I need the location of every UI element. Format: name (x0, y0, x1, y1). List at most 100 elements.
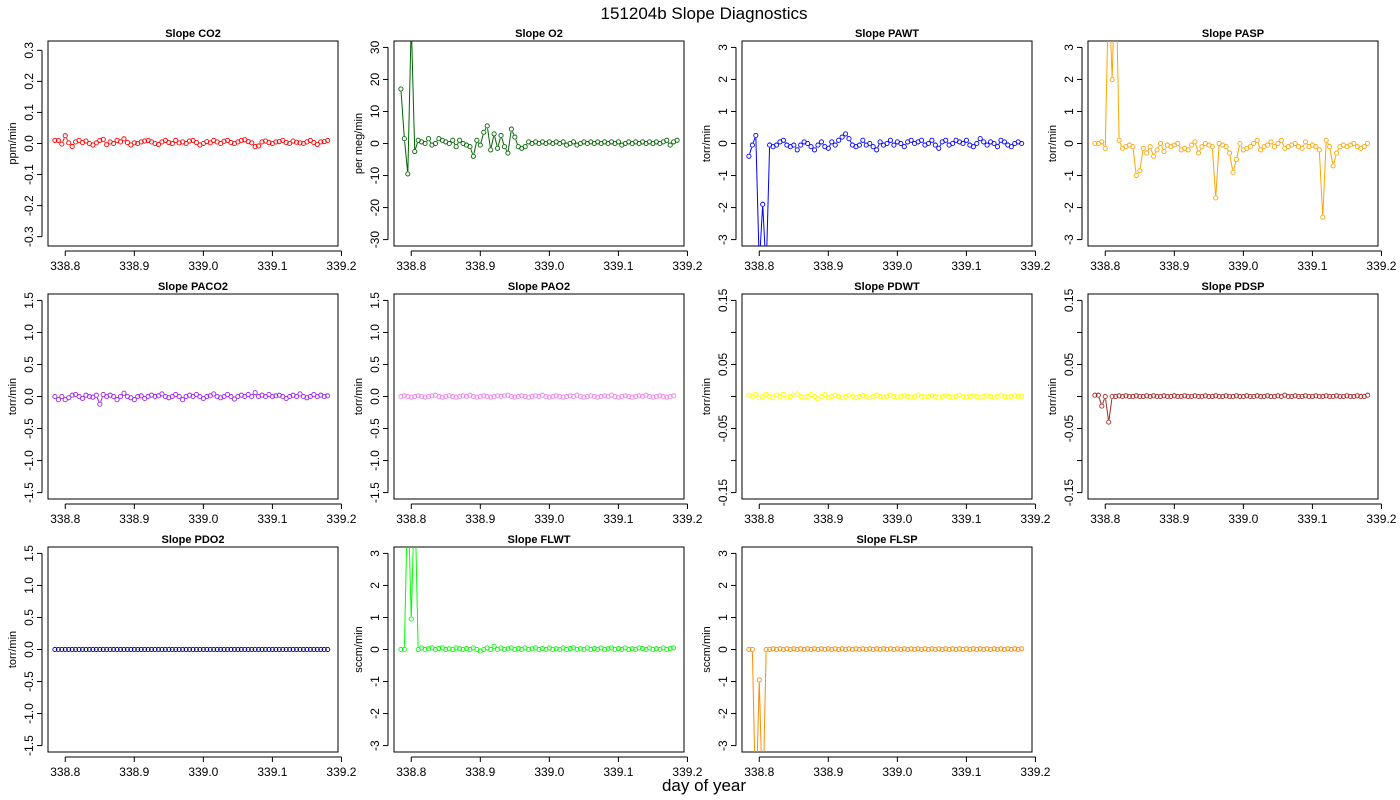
y-tick-label: -2 (368, 708, 382, 719)
data-point (874, 147, 880, 153)
data-point (898, 140, 904, 147)
data-point (856, 142, 862, 148)
x-tick-label: 339.0 (534, 512, 564, 526)
data-point (131, 646, 137, 653)
data-point (1192, 139, 1198, 145)
x-tick-label: 339.0 (188, 765, 218, 779)
data-point (314, 646, 320, 653)
data-point (69, 392, 75, 398)
x-tick-label: 339.2 (672, 765, 702, 779)
data-point (128, 646, 134, 653)
data-point (1199, 144, 1205, 150)
data-point (290, 646, 296, 653)
y-tick-label: -0.05 (716, 415, 730, 443)
data-point (791, 142, 797, 148)
data-point (1330, 163, 1336, 169)
data-point (970, 393, 976, 399)
data-point (1296, 393, 1302, 400)
data-point (321, 393, 327, 400)
data-point (432, 140, 438, 147)
y-tick-label: 2 (716, 582, 730, 589)
data-point (767, 646, 773, 653)
data-point (960, 393, 966, 400)
data-point (539, 645, 546, 652)
data-point (294, 646, 300, 653)
data-point (55, 137, 61, 143)
data-point (636, 393, 642, 399)
series-slope-co2 (52, 133, 331, 150)
data-point (1019, 393, 1025, 400)
y-tick-label: -1 (716, 676, 730, 687)
data-point (925, 140, 931, 147)
data-point (401, 393, 407, 399)
y-tick-label: -30 (368, 231, 382, 249)
data-point (1223, 393, 1229, 399)
data-point (238, 137, 244, 143)
data-point (1323, 393, 1329, 399)
y-tick-label: -0.5 (22, 418, 36, 439)
data-point (453, 645, 459, 651)
data-point (546, 394, 552, 400)
data-point (915, 646, 921, 652)
data-point (491, 643, 497, 649)
data-point (974, 140, 980, 147)
data-point (294, 139, 300, 145)
data-point (1361, 144, 1367, 150)
series-line (751, 652, 767, 752)
data-point (853, 646, 859, 652)
data-point (1237, 393, 1243, 400)
data-point (436, 393, 442, 400)
data-point (62, 646, 68, 653)
data-point (515, 645, 521, 652)
data-point (557, 393, 563, 400)
data-point (495, 393, 501, 399)
data-point (970, 144, 976, 150)
data-point (560, 139, 566, 145)
data-point (674, 137, 680, 143)
y-tick-label: 0.15 (1062, 288, 1076, 312)
data-point (977, 646, 983, 652)
data-point (863, 646, 869, 653)
data-point (1005, 394, 1011, 400)
data-point (640, 645, 646, 652)
data-point (1206, 393, 1212, 400)
data-point (273, 393, 279, 399)
data-point (950, 646, 956, 652)
data-point (994, 144, 1001, 150)
data-point (808, 144, 814, 150)
data-point (622, 393, 628, 399)
data-point (55, 646, 61, 653)
plot-frame (1087, 40, 1379, 247)
data-point (1154, 393, 1160, 400)
data-point (83, 646, 89, 653)
data-point (1171, 393, 1177, 399)
data-point (484, 393, 490, 400)
data-point (269, 393, 275, 400)
data-point (83, 138, 89, 144)
panel-slope-pao2: Slope PAO2 338.8 338.9 339.0 339.1 339.2 -1.5 -… (353, 281, 703, 526)
data-point (1092, 392, 1098, 398)
data-point (998, 646, 1004, 652)
plot-frame (741, 40, 1033, 247)
data-point (97, 401, 103, 407)
y-tick-label: 0.2 (22, 73, 36, 90)
data-point (843, 131, 849, 137)
data-point (905, 393, 911, 400)
data-point (66, 140, 72, 146)
data-point (249, 393, 255, 400)
data-point (612, 393, 618, 400)
data-point (197, 646, 203, 653)
data-point (159, 646, 165, 653)
panel-title: Slope PACO2 (158, 281, 228, 293)
x-tick-label: 339.0 (1228, 259, 1258, 273)
data-point (325, 646, 331, 653)
data-point (936, 145, 942, 151)
data-point (97, 137, 103, 143)
data-point (1258, 147, 1264, 153)
data-point (166, 646, 172, 653)
data-point (422, 646, 428, 653)
data-point (1151, 393, 1157, 399)
data-point (1320, 393, 1326, 400)
data-point (1302, 139, 1309, 145)
data-point (93, 646, 99, 653)
